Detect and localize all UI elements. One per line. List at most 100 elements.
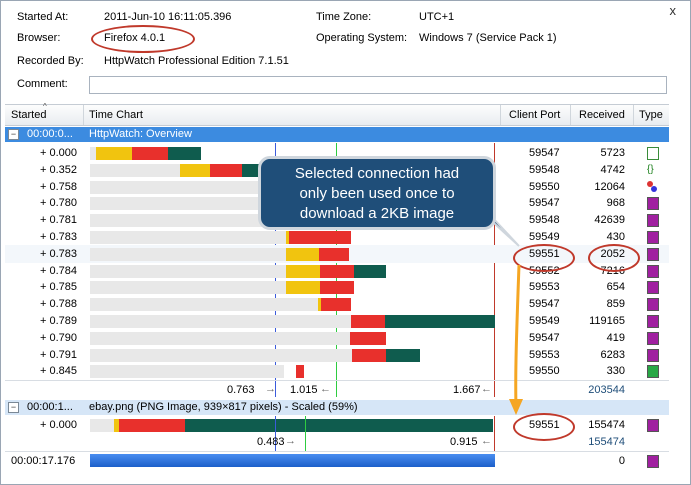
row-client-port: 59553 [529,348,560,361]
summary-time-2: 0.915 [450,436,478,448]
comment-label: Comment: [17,78,68,90]
timing-segment [286,348,352,362]
image-icon [647,331,659,345]
group-title: HttpWatch: Overview [89,128,192,140]
row-received: 859 [606,298,625,311]
row-client-port: 59550 [529,180,560,193]
table-row[interactable]: + 0.791 59553 6283 [5,346,669,364]
row-received: 968 [606,197,625,210]
timing-segment [286,281,320,295]
image-icon [647,419,659,432]
recorded-by-value: HttpWatch Professional Edition 7.1.51 [104,55,289,67]
timing-segment [168,147,201,160]
row-received: 5723 [600,147,625,159]
recorded-by-label: Recorded By: [17,55,84,67]
group-title: ebay.png (PNG Image, 939×817 pixels) - S… [89,401,358,413]
browser-label: Browser: [17,32,61,44]
css-icon [647,180,657,192]
table-row[interactable]: + 0.000 59547 5723 [5,144,669,162]
arrow-left-icon: ← [481,383,492,395]
callout-line-2: only been used once to [299,185,455,202]
time-zone-label: Time Zone: [316,11,372,23]
table-row[interactable]: + 0.783 59549 430 [5,228,669,246]
group-time: 00:00:0... [27,128,73,140]
table-row[interactable]: + 0.845 59550 330 [5,362,669,380]
row-start-time: + 0.000 [39,419,77,431]
arrow-right-icon: → [265,383,276,395]
image-icon [647,264,659,278]
timing-segment [350,331,386,345]
annotation-callout: Selected connection had only been used o… [258,156,496,230]
row-start-time: + 0.783 [39,247,77,260]
timing-segment [319,247,349,261]
table-row[interactable]: + 0.788 59547 859 [5,295,669,313]
timing-segment [352,348,386,362]
timing-segment [286,247,319,261]
group-overview[interactable]: − 00:00:0... HttpWatch: Overview [5,127,669,142]
timing-segment [90,348,286,362]
received-highlight-oval [588,244,640,272]
timing-segment [90,163,180,177]
row-start-time: + 0.780 [39,197,77,210]
row-received: 119165 [589,315,625,327]
row-received: 12064 [594,180,625,193]
table-row[interactable]: + 0.758 59550 12064 [5,178,669,196]
image-icon [647,315,659,328]
timing-segment [286,331,350,345]
timing-segment [210,163,242,177]
table-row[interactable]: + 0.785 59553 654 [5,278,669,296]
column-client-port[interactable]: Client Port [509,109,561,121]
timing-segment [180,163,210,177]
timing-segment [354,264,386,278]
footer-received: 0 [618,455,625,467]
sort-asc-icon: ^ [43,102,47,111]
summary-received-1: 203544 [588,384,625,396]
image-icon [647,281,659,295]
row-start-time: + 0.845 [39,365,77,378]
row-received: 155474 [588,419,625,431]
table-row[interactable]: + 0.000 59551 155474 [5,416,669,434]
timing-segment [321,298,351,312]
row-start-time: + 0.000 [39,147,77,159]
close-icon[interactable]: x [669,3,677,18]
timing-segment [286,231,289,244]
row-start-time: + 0.785 [39,281,77,294]
column-started[interactable]: Started [11,109,47,121]
summary-time-2: 1.015 [290,384,318,396]
summary-row-1: 0.763 → 1.015 ← 1.667 ← 203544 [5,380,669,398]
column-time-chart[interactable]: Time Chart [89,109,143,121]
image-icon [647,197,659,211]
collapse-icon[interactable]: − [8,402,19,413]
row-client-port: 59548 [529,163,560,176]
table-row[interactable]: + 0.781 59548 42639 [5,211,669,229]
column-received[interactable]: Received [579,109,625,121]
total-duration-bar [90,454,495,467]
timing-segment [289,231,351,244]
started-at-label: Started At: [17,11,69,23]
summary-row-2: 0.483 → 0.915 ← 155474 [5,433,669,450]
timing-segment [90,214,285,228]
page-icon [647,147,659,160]
group-ebay-image[interactable]: − 00:00:1... ebay.png (PNG Image, 939×81… [5,400,669,415]
collapse-icon[interactable]: − [8,129,19,140]
row-received: 6283 [600,348,625,361]
row-received: 430 [606,231,625,243]
image-icon [647,298,659,312]
row-start-time: + 0.788 [39,298,77,311]
image-icon [647,348,659,362]
row-start-time: + 0.781 [39,214,77,227]
table-row[interactable]: + 0.789 59549 119165 [5,312,669,330]
timing-segment [90,231,286,244]
port-highlight-oval [513,244,575,272]
callout-line-1: Selected connection had [294,165,460,182]
browser-highlight-oval [91,25,195,53]
comment-input[interactable] [89,76,667,94]
timing-segment [320,264,354,278]
timing-segment [320,281,354,295]
column-type[interactable]: Type [639,109,663,121]
timing-segment [132,147,168,160]
row-received: 654 [606,281,625,294]
table-row[interactable]: + 0.790 59547 419 [5,329,669,347]
timing-segment [296,365,304,379]
row-start-time: + 0.758 [39,180,77,193]
